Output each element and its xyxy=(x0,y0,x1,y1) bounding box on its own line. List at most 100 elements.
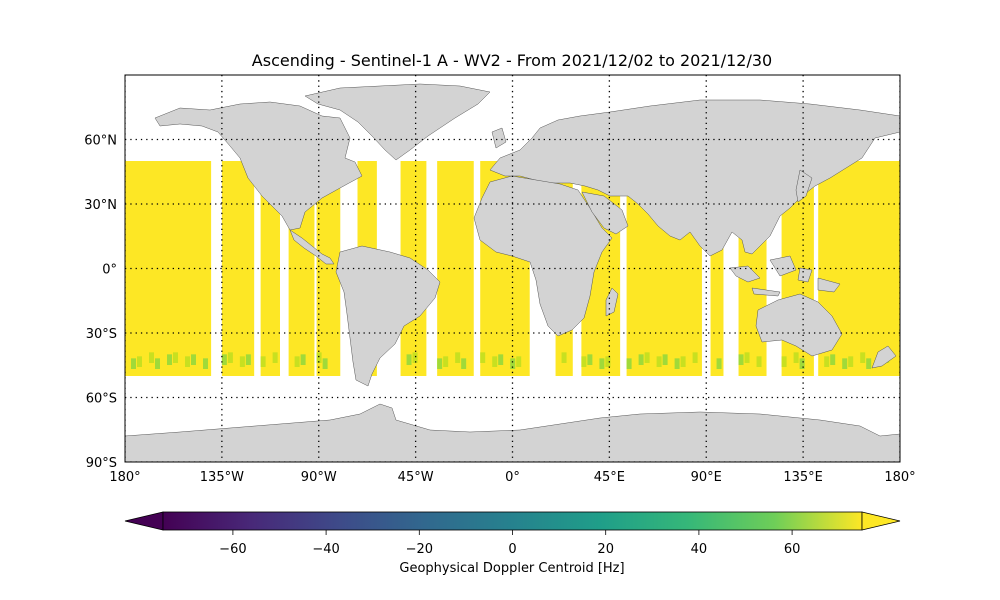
colorbar-tick-label: 20 xyxy=(597,542,614,557)
landmass-australia xyxy=(755,293,843,357)
swath-cell xyxy=(662,354,668,365)
swath-cell xyxy=(137,356,142,367)
swath-cell xyxy=(300,354,306,365)
chart-title: Ascending - Sentinel-1 A - WV2 - From 20… xyxy=(252,51,772,70)
swath-cell xyxy=(644,352,650,363)
swath-cell xyxy=(406,354,412,365)
landmass-indonesia xyxy=(729,255,841,297)
colorbar: −60 −40 −20 0 20 40 60 Geophysical Doppler Cen… xyxy=(124,511,901,576)
swath-cell xyxy=(173,352,178,363)
swath-cell xyxy=(245,354,251,365)
swath-cell xyxy=(656,356,662,367)
swath-cell xyxy=(322,358,328,369)
lon-tick-label: 135°W xyxy=(200,470,244,485)
colorbar-tick-label: 40 xyxy=(691,542,708,557)
lat-tick-label: 90°S xyxy=(86,456,117,471)
lon-tick-label: 180° xyxy=(109,470,140,485)
landmass-new-zealand xyxy=(871,345,897,369)
colorbar-ticks: −60 −40 −20 0 20 40 60 xyxy=(219,530,800,557)
lat-tick-label: 30°N xyxy=(84,198,117,213)
colorbar-extend-min xyxy=(124,511,164,531)
swath-cell xyxy=(842,358,848,369)
swath-cell xyxy=(638,354,644,365)
landmass-greenland xyxy=(304,83,491,161)
landmass-central-america xyxy=(289,229,335,265)
lon-tick-label: 135°E xyxy=(783,470,823,485)
map-area xyxy=(125,75,900,462)
swath-cell xyxy=(561,352,567,363)
swath-cell xyxy=(756,356,762,367)
landmass-british-isles xyxy=(491,127,507,149)
swath-cell xyxy=(744,352,750,363)
swath-cell xyxy=(599,358,605,369)
lat-tick-label: 0° xyxy=(102,263,117,278)
swath-cell xyxy=(149,352,154,363)
swath-cell xyxy=(824,356,830,367)
swath-cell xyxy=(461,358,467,369)
lat-tick-label: 60°S xyxy=(86,392,117,407)
swath-cell xyxy=(221,354,227,365)
swath-cell xyxy=(227,352,233,363)
swath-cell xyxy=(626,358,632,369)
swath-4 xyxy=(316,161,341,376)
colorbar-tick-label: −60 xyxy=(219,542,246,557)
swath-cell xyxy=(131,358,136,369)
swath-cell xyxy=(203,358,208,369)
swath-cell xyxy=(516,356,522,367)
swath-cell xyxy=(185,356,190,367)
colorbar-tick-label: 60 xyxy=(784,542,801,557)
swath-cell xyxy=(581,356,587,367)
swath-cell xyxy=(716,358,722,369)
colorbar-gradient xyxy=(162,511,863,531)
landmass-japan xyxy=(795,169,813,203)
swath-cell xyxy=(455,352,461,363)
longitude-tick-labels: 180° 135°W 90°W 45°W 0° 45°E 90°E 135°E 180° xyxy=(109,470,915,485)
swath-cell xyxy=(294,356,300,367)
swath-cell xyxy=(830,354,836,365)
swath-cell xyxy=(316,352,322,363)
swath-cell xyxy=(272,352,278,363)
swath-cell xyxy=(680,356,686,367)
latitude-tick-labels: 60°N 30°N 0° 30°S 60°S 90°S xyxy=(84,134,117,472)
swath-cell xyxy=(860,352,866,363)
swath-cell xyxy=(167,354,172,365)
swath-cell xyxy=(480,352,486,363)
swath-cell xyxy=(191,354,196,365)
landmass-arabia xyxy=(581,191,629,235)
swath-cell xyxy=(412,352,418,363)
colorbar-tick-label: −20 xyxy=(406,542,433,557)
swath-cell xyxy=(587,354,593,365)
swath-cell xyxy=(510,358,516,369)
colorbar-tick-label: 0 xyxy=(508,542,516,557)
swath-1 xyxy=(221,161,255,376)
swath-cell xyxy=(605,356,611,367)
lat-tick-label: 60°N xyxy=(84,134,117,149)
gridlines xyxy=(125,75,900,462)
landmass-antarctica xyxy=(125,403,900,462)
swath-cell xyxy=(692,352,698,363)
landmass-north-america xyxy=(154,101,363,231)
swath-cell xyxy=(498,354,504,365)
lon-tick-label: 45°W xyxy=(398,470,434,485)
swath-7 xyxy=(437,161,474,376)
colorbar-label: Geophysical Doppler Centroid [Hz] xyxy=(399,561,624,576)
swath-cell xyxy=(866,358,872,369)
colorbar-extend-max xyxy=(861,511,901,531)
lon-tick-label: 45°E xyxy=(594,470,625,485)
landmass-south-america xyxy=(335,245,441,387)
swath-cell xyxy=(443,356,449,367)
swath-cell xyxy=(492,356,498,367)
swath-cell xyxy=(674,358,680,369)
swath-2 xyxy=(260,161,280,376)
colorbar-tick-label: −40 xyxy=(312,542,339,557)
swath-cell xyxy=(437,358,443,369)
map-frame xyxy=(124,74,901,463)
swath-cell xyxy=(155,358,160,369)
lat-tick-label: 30°S xyxy=(86,327,117,342)
lon-tick-label: 0° xyxy=(505,470,520,485)
lon-tick-label: 90°W xyxy=(301,470,337,485)
swath-cell xyxy=(793,352,799,363)
swath-cell xyxy=(260,356,266,367)
swath-cell xyxy=(848,356,854,367)
